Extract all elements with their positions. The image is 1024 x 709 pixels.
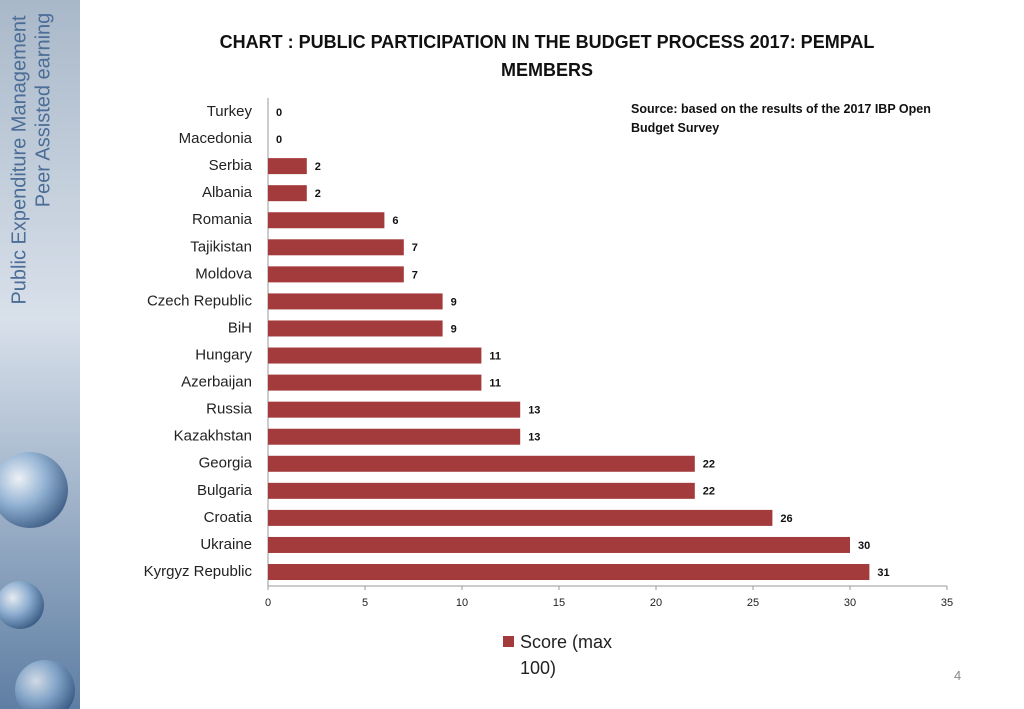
- data-label: 11: [489, 350, 501, 362]
- data-label: 22: [703, 486, 715, 498]
- y-tick-label: Macedonia: [179, 130, 253, 147]
- x-tick-label: 25: [747, 597, 759, 609]
- y-tick-label: Romania: [192, 211, 253, 228]
- annotation: Source: based on the results of the 2017…: [631, 102, 931, 135]
- legend-label: Score (max 100): [520, 632, 613, 678]
- bar: [268, 509, 773, 526]
- bar: [268, 482, 695, 499]
- bar: [268, 455, 695, 472]
- x-tick-label: 0: [265, 597, 271, 609]
- bar: [268, 158, 307, 175]
- data-label: 2: [315, 188, 321, 200]
- bar: [268, 185, 307, 202]
- globe: [0, 581, 44, 629]
- y-tick-label: Kyrgyz Republic: [144, 563, 253, 580]
- data-label: 9: [451, 296, 457, 308]
- bar: [268, 536, 850, 553]
- y-tick-label: Serbia: [209, 157, 253, 174]
- y-tick-label: Bulgaria: [197, 482, 253, 499]
- x-tick-label: 30: [844, 597, 856, 609]
- globe: [0, 452, 68, 528]
- y-tick-label: Turkey: [207, 103, 253, 120]
- data-label: 7: [412, 242, 418, 254]
- y-tick-label: Azerbaijan: [181, 374, 252, 391]
- data-label: 13: [528, 405, 540, 417]
- bar: [268, 347, 482, 364]
- data-label: 13: [528, 432, 540, 444]
- data-label: 0: [276, 107, 282, 119]
- data-label: 30: [858, 540, 870, 552]
- data-label: 7: [412, 269, 418, 281]
- y-tick-label: Croatia: [204, 509, 253, 526]
- y-tick-label: Russia: [206, 401, 253, 418]
- bar: [268, 266, 404, 283]
- y-tick-label: Ukraine: [200, 536, 252, 553]
- data-label: 31: [877, 567, 889, 579]
- y-tick-label: BiH: [228, 319, 252, 336]
- sidebar-text: Peer Assisted earning: [32, 13, 54, 208]
- y-tick-label: Czech Republic: [147, 292, 253, 309]
- bar: [268, 564, 870, 581]
- data-label: 6: [392, 215, 398, 227]
- sidebar-text: Public Expenditure Management: [8, 15, 30, 305]
- data-label: 26: [780, 513, 792, 525]
- x-tick-label: 15: [553, 597, 565, 609]
- chart-title: CHART : PUBLIC PARTICIPATION IN THE BUDG…: [219, 32, 875, 80]
- y-tick-label: Georgia: [199, 455, 253, 472]
- x-tick-label: 10: [456, 597, 468, 609]
- data-label: 9: [451, 323, 457, 335]
- y-tick-label: Hungary: [195, 347, 252, 364]
- bar: [268, 212, 385, 229]
- globe: [15, 660, 75, 709]
- data-label: 22: [703, 459, 715, 471]
- bar: [268, 401, 521, 418]
- legend-swatch: [503, 636, 514, 647]
- data-label: 2: [315, 161, 321, 173]
- x-tick-label: 20: [650, 597, 662, 609]
- page-number: 4: [954, 668, 962, 683]
- y-tick-label: Kazakhstan: [174, 428, 252, 445]
- bar: [268, 320, 443, 337]
- data-label: 11: [489, 378, 501, 390]
- y-tick-label: Tajikistan: [190, 238, 252, 255]
- y-tick-label: Moldova: [195, 265, 252, 282]
- bar: [268, 428, 521, 445]
- x-tick-label: 35: [941, 597, 953, 609]
- data-label: 0: [276, 134, 282, 146]
- bar: [268, 374, 482, 391]
- bar: [268, 293, 443, 310]
- bar: [268, 239, 404, 256]
- x-tick-label: 5: [362, 597, 368, 609]
- y-tick-label: Albania: [202, 184, 253, 201]
